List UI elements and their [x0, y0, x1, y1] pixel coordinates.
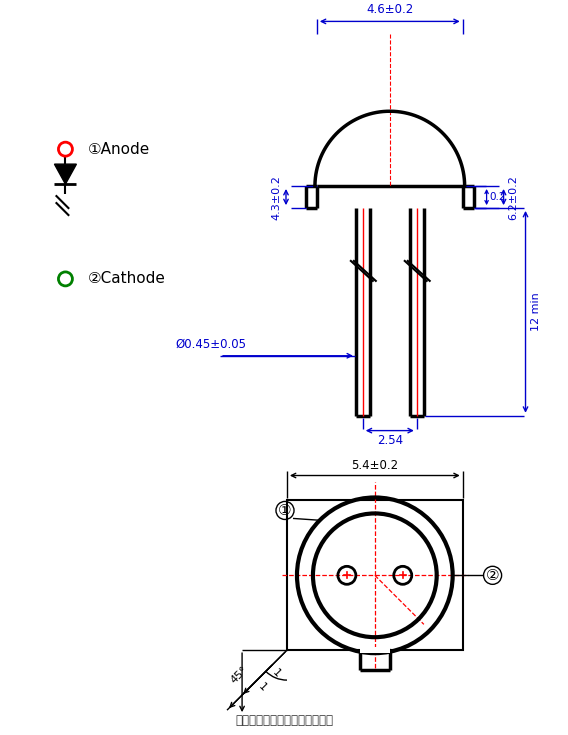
Text: 4.3±0.2: 4.3±0.2: [271, 175, 281, 220]
Text: ①Anode: ①Anode: [87, 142, 149, 157]
Text: 2.54: 2.54: [377, 434, 403, 447]
Text: 45°: 45°: [228, 664, 249, 686]
Text: 12 min: 12 min: [531, 293, 541, 331]
Bar: [287, 501, 463, 650]
Text: Ø0.45±0.05: Ø0.45±0.05: [175, 338, 246, 351]
Text: ①: ①: [278, 503, 292, 518]
Text: 4.6±0.2: 4.6±0.2: [366, 4, 414, 16]
Text: 1: 1: [256, 681, 268, 693]
Text: 1: 1: [270, 667, 282, 679]
Polygon shape: [55, 164, 77, 184]
Text: 5.4±0.2: 5.4±0.2: [351, 459, 398, 472]
Text: 6.2±0.2: 6.2±0.2: [508, 175, 519, 220]
Text: 深圳市星亮徽光电科技有限公司: 深圳市星亮徽光电科技有限公司: [235, 714, 333, 727]
Text: ②: ②: [486, 568, 499, 583]
Text: 0.2: 0.2: [490, 192, 506, 202]
Bar: [360, 648, 390, 653]
Text: ②Cathode: ②Cathode: [87, 271, 165, 287]
